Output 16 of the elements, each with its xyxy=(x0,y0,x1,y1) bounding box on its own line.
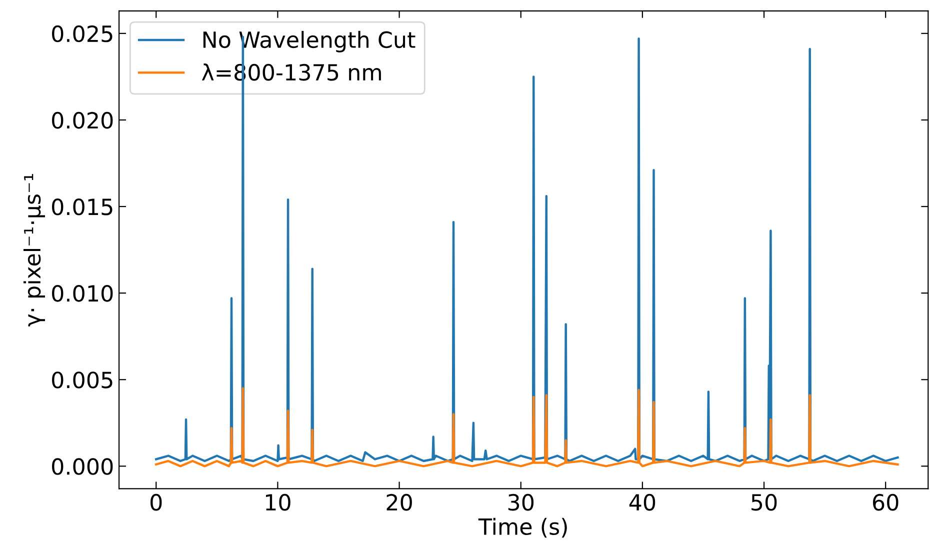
x-axis-title: Time (s) xyxy=(478,518,567,538)
y-tick-label: 0.020 xyxy=(52,112,113,129)
y-tick-label: 0.000 xyxy=(52,458,113,475)
x-tick-label: 60 xyxy=(873,494,898,511)
y-tick-label: 0.005 xyxy=(52,372,112,388)
x-tick-label: 40 xyxy=(629,494,656,511)
x-tick-label: 50 xyxy=(752,494,777,511)
x-tick-label: 0 xyxy=(150,494,162,511)
x-tick-label: 10 xyxy=(266,494,290,511)
line-series xyxy=(155,387,899,468)
x-tick-label: 30 xyxy=(508,494,534,511)
x-tick-label: 20 xyxy=(386,494,412,511)
y-tick-label: 0.010 xyxy=(52,285,113,302)
y-axis-title: γ· pixel⁻¹·μs⁻¹ xyxy=(24,174,46,326)
y-tick-label: 0.025 xyxy=(52,25,112,42)
y-tick-label: 0.015 xyxy=(52,198,112,216)
